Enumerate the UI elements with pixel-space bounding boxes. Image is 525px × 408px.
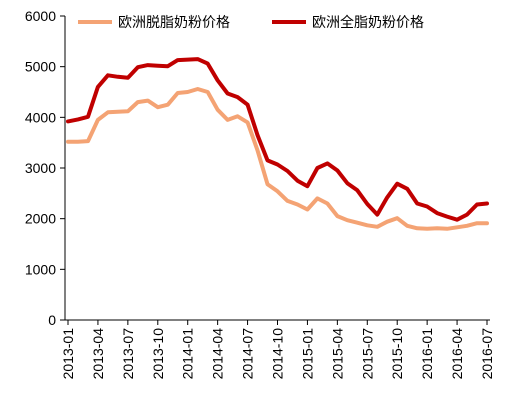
x-tick-label: 2014-04 [210,328,226,380]
y-tick-label: 5000 [25,59,56,75]
x-tick-label: 2014-07 [240,328,256,380]
x-tick-label: 2013-10 [150,328,166,380]
x-tick-label: 2013-04 [90,328,106,380]
legend-label-skim-milk-powder: 欧洲脱脂奶粉价格 [118,15,230,31]
legend: 欧洲脱脂奶粉价格 欧洲全脂奶粉价格 [78,14,424,31]
axes [64,16,490,321]
y-tick-label: 3000 [25,160,56,176]
y-tick-label: 4000 [25,109,56,125]
x-tick-label: 2014-01 [180,328,196,380]
x-tick-label: 2015-04 [329,328,345,380]
x-tick-label: 2015-01 [299,328,315,380]
x-tick-label: 2015-07 [359,328,375,380]
y-ticks: 0 1000 2000 3000 4000 5000 6000 [25,8,65,328]
x-tick-label: 2016-04 [449,328,465,380]
x-tick-label: 2014-10 [270,328,286,380]
x-ticks: 2013-01 2013-04 2013-07 2013-10 2014-01 2014-… [60,320,495,379]
x-tick-label: 2016-07 [479,328,495,380]
y-tick-label: 1000 [25,261,56,277]
x-tick-label: 2016-01 [419,328,435,380]
x-tick-label: 2013-01 [60,328,76,380]
series-line-whole-milk-powder [66,57,489,222]
y-tick-label: 2000 [25,211,56,227]
y-tick-label: 0 [48,312,56,328]
series-lines [66,57,489,231]
x-tick-label: 2013-07 [120,328,136,380]
legend-label-whole-milk-powder: 欧洲全脂奶粉价格 [312,14,424,31]
series-line-skim-milk-powder [66,87,489,231]
x-tick-label: 2015-10 [389,328,405,380]
y-tick-label: 6000 [25,8,56,24]
